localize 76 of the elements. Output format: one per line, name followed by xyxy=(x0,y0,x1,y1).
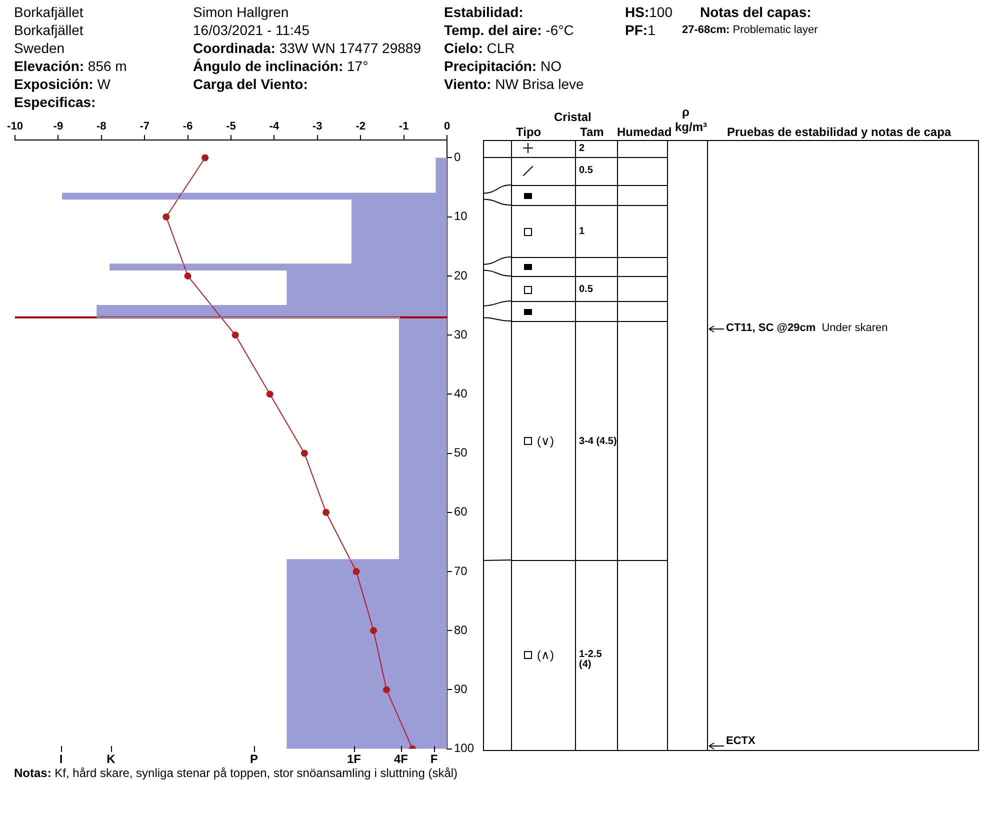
text: Viento: NW Brisa leve xyxy=(444,76,584,92)
text: (∧) xyxy=(537,648,554,662)
text: Estabilidad: xyxy=(444,4,524,20)
y-tick-label: 70 xyxy=(454,564,468,578)
y-tick-label: 30 xyxy=(454,327,468,342)
text: 1 xyxy=(579,226,585,237)
point xyxy=(162,213,170,220)
text: Precipitación: NO xyxy=(444,58,562,74)
point xyxy=(352,568,360,575)
text: Carga del Viento: xyxy=(193,76,308,92)
text: 0.5 xyxy=(579,165,593,176)
text: Simon Hallgren xyxy=(193,4,289,20)
point xyxy=(300,450,308,457)
text: HS:100 xyxy=(625,4,672,20)
text: 2 xyxy=(579,143,585,154)
point xyxy=(266,390,274,398)
point xyxy=(232,332,239,339)
text: 0.5 xyxy=(579,284,593,295)
x2-tick-label: -2 xyxy=(356,120,366,132)
x2-tick-label: -7 xyxy=(140,120,150,132)
text: Pruebas de estabilidad y notas de capa xyxy=(727,125,952,139)
y-tick-label: 10 xyxy=(454,209,468,224)
text: Borkafjället xyxy=(14,4,84,20)
text: ρ xyxy=(682,105,690,119)
text: Cristal xyxy=(554,110,592,124)
text: Especificas: xyxy=(14,94,96,110)
text: F xyxy=(430,752,438,766)
text: K xyxy=(106,752,116,766)
x2-tick-label: -9 xyxy=(53,120,64,132)
point xyxy=(370,627,378,634)
y-tick-label: 20 xyxy=(454,268,468,282)
x2-tick-label: -1 xyxy=(398,120,409,132)
text: Notas: Kf, hård skare, synliga stenar på toppen, stor snöansamling i sluttning (skål) xyxy=(14,766,458,780)
text: 1-2.5 (4) xyxy=(579,649,603,670)
y-tick-label: 80 xyxy=(454,622,468,637)
text: ECTX xyxy=(726,735,756,747)
text: Exposición: W xyxy=(14,76,110,92)
x2-tick-label: -6 xyxy=(182,120,193,132)
text: Temp. del aire: -6°C xyxy=(444,22,574,38)
y-tick-label: 60 xyxy=(454,504,468,519)
point xyxy=(184,272,192,280)
x2-tick-label: -10 xyxy=(7,120,23,132)
text: Humedad xyxy=(617,125,672,139)
text: Elevación: 856 m xyxy=(14,58,127,74)
y-tick-label: 40 xyxy=(454,386,468,400)
text: Cielo: CLR xyxy=(444,40,515,56)
y-tick-label: 0 xyxy=(454,150,461,164)
x2-tick-label: 0 xyxy=(444,120,450,132)
x2-tick-label: -8 xyxy=(96,120,106,132)
text: 1F xyxy=(346,752,362,766)
text: Sweden xyxy=(14,40,65,56)
text: (∨) xyxy=(537,434,554,448)
x2-tick-label: -3 xyxy=(312,120,322,132)
text: I xyxy=(59,752,63,766)
text: 3-4 (4.5) xyxy=(579,436,617,447)
y-tick-label: 50 xyxy=(454,446,468,460)
x2-tick-label: -5 xyxy=(226,120,236,132)
point xyxy=(383,686,390,694)
text: CT11, SC @29cm Under skaren xyxy=(726,322,888,334)
text: Coordinada: 33W WN 17477 29889 xyxy=(193,40,421,56)
text: kg/m³ xyxy=(675,120,708,134)
text: P xyxy=(250,752,258,766)
text: 4F xyxy=(394,752,408,766)
text: Notas del capas: xyxy=(700,4,812,20)
text: 16/03/2021 - 11:45 xyxy=(193,22,310,38)
point xyxy=(202,154,209,162)
text: Tam xyxy=(580,125,604,139)
text: Ángulo de inclinación: 17° xyxy=(193,58,368,74)
y-tick-label: 90 xyxy=(454,682,468,696)
x2-tick-label: -4 xyxy=(269,120,280,132)
text: PF:1 xyxy=(625,22,656,38)
text: Tipo xyxy=(516,125,542,139)
text: Borkafjället xyxy=(14,22,84,38)
text: 27-68cm: Problematic layer xyxy=(682,24,818,36)
point xyxy=(322,508,330,516)
y-tick-label: 100 xyxy=(454,741,474,756)
